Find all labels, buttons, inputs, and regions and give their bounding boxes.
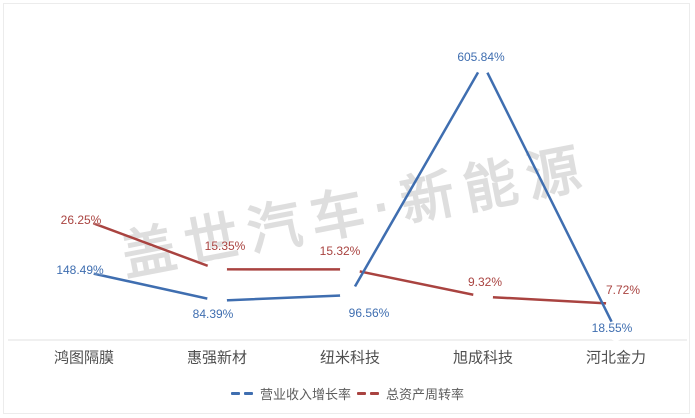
legend: 营业收入增长率 总资产周转率 xyxy=(0,384,695,402)
data-label: 15.35% xyxy=(204,239,246,254)
data-point-gap xyxy=(340,259,360,280)
data-point-gap xyxy=(207,290,227,311)
data-point-gap xyxy=(207,259,227,280)
data-point-gap xyxy=(473,53,493,74)
data-point-gap xyxy=(606,293,626,314)
data-label: 605.84% xyxy=(457,49,505,64)
data-point-gap xyxy=(473,286,493,307)
legend-dash-icon xyxy=(243,391,253,395)
x-axis-label: 鸿图隔膜 xyxy=(53,349,115,367)
legend-item-asset_turnover[interactable]: 总资产周转率 xyxy=(357,384,464,403)
data-point-gap xyxy=(340,285,360,306)
legend-dash-icon xyxy=(370,391,379,395)
data-point-gap xyxy=(74,209,94,230)
data-label: 15.32% xyxy=(319,244,361,259)
data-label: 18.55% xyxy=(591,320,633,335)
data-label: 148.49% xyxy=(56,262,104,277)
x-axis-label: 河北金力 xyxy=(585,349,647,367)
legend-label: 总资产周转率 xyxy=(386,386,465,402)
data-point-gap xyxy=(74,261,94,282)
legend-dash-icon xyxy=(357,391,366,395)
data-label: 26.25% xyxy=(60,212,102,227)
data-label: 7.72% xyxy=(605,282,641,297)
x-axis-label: 惠强新材 xyxy=(186,349,248,367)
x-axis-label: 纽米科技 xyxy=(319,349,381,367)
legend-label: 营业收入增长率 xyxy=(259,386,351,402)
data-point-gap xyxy=(606,320,626,341)
legend-dash-icon xyxy=(230,391,240,395)
data-label: 9.32% xyxy=(467,274,503,289)
data-label: 84.39% xyxy=(192,306,234,321)
data-label: 96.56% xyxy=(348,306,390,321)
legend-item-revenue_growth[interactable]: 营业收入增长率 xyxy=(230,384,351,403)
x-axis-label: 旭成科技 xyxy=(452,349,514,367)
